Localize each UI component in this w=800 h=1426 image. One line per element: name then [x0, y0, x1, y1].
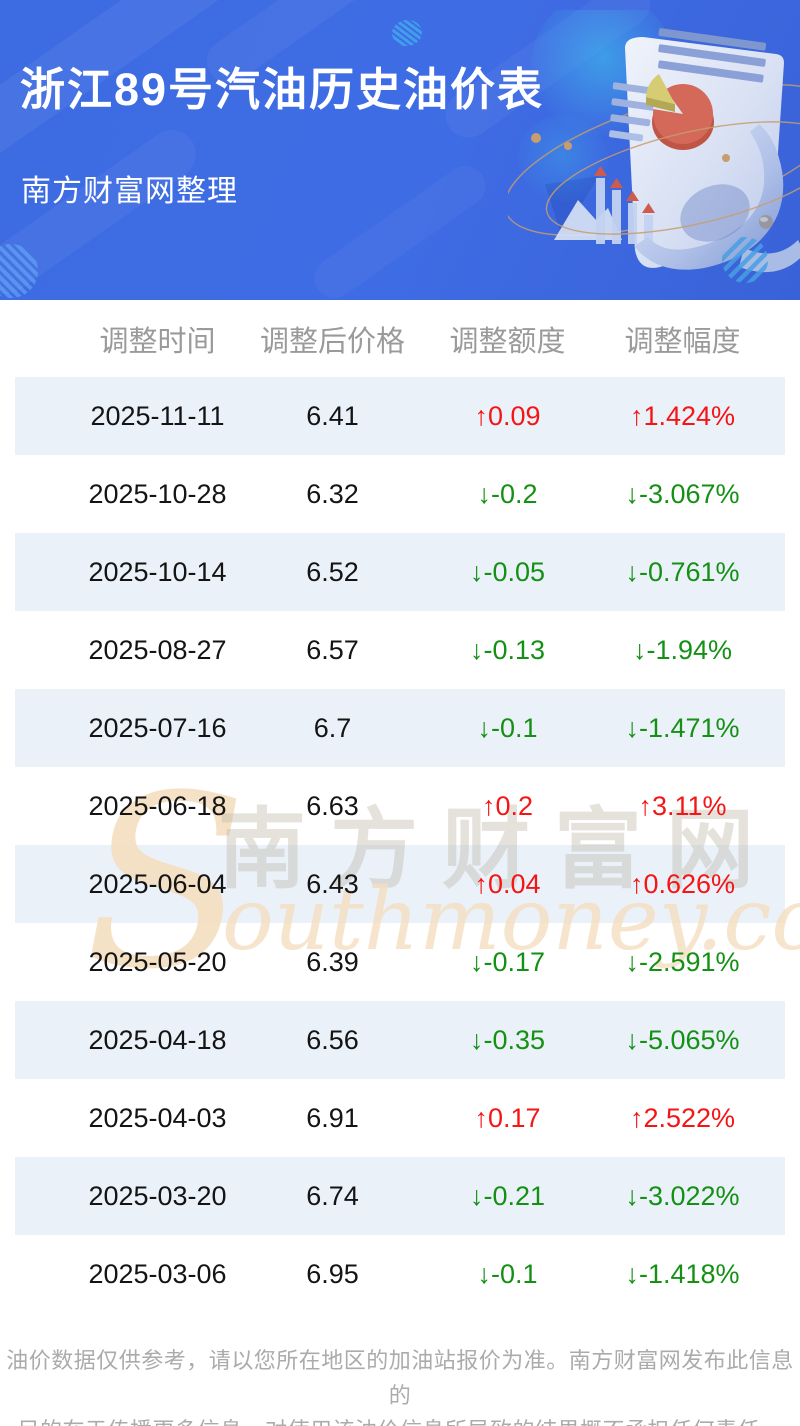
change-cell: ↓-0.17: [469, 946, 546, 977]
percent-cell: ↓-1.94%: [632, 634, 733, 665]
table-header-row: 调整时间 调整后价格 调整额度 调整幅度: [15, 300, 785, 377]
change-cell: ↑0.09: [474, 400, 541, 431]
price-cell: 6.63: [306, 790, 359, 821]
price-cell: 6.56: [306, 1024, 359, 1055]
change-cell: ↓-0.21: [469, 1180, 546, 1211]
change-cell: ↓-0.2: [477, 478, 538, 509]
percent-cell: ↓-2.591%: [625, 946, 740, 977]
price-cell: 6.74: [306, 1180, 359, 1211]
col-header-adjust-amount: 调整额度: [449, 325, 566, 358]
table-row: 2025-07-16 6.7 ↓-0.1 ↓-1.471%: [15, 689, 785, 767]
change-cell: ↑0.04: [474, 868, 541, 899]
date-cell: 2025-11-11: [90, 400, 225, 431]
price-cell: 6.32: [306, 478, 359, 509]
price-cell: 6.43: [306, 868, 359, 899]
decor-streak: [306, 158, 494, 300]
table-row: 2025-05-20 6.39 ↓-0.17 ↓-2.591%: [15, 923, 785, 1001]
disclaimer-line-1: 油价数据仅供参考，请以您所在地区的加油站报价为准。南方财富网发布此信息的: [6, 1348, 794, 1408]
price-cell: 6.95: [306, 1258, 359, 1289]
disclaimer: 油价数据仅供参考，请以您所在地区的加油站报价为准。南方财富网发布此信息的 目的在…: [0, 1343, 800, 1426]
percent-cell: ↓-1.471%: [625, 712, 740, 743]
orbit-lines-front: [545, 121, 800, 235]
date-cell: 2025-10-14: [88, 556, 227, 587]
text-lines: [608, 28, 767, 142]
date-cell: 2025-06-04: [88, 868, 227, 899]
table-row: 2025-04-03 6.91 ↑0.17 ↑2.522%: [15, 1079, 785, 1157]
percent-cell: ↓-3.067%: [625, 478, 740, 509]
date-cell: 2025-03-06: [88, 1258, 227, 1289]
price-cell: 6.39: [306, 946, 359, 977]
report-document-illustration: [508, 10, 800, 293]
price-cell: 6.57: [306, 634, 359, 665]
date-cell: 2025-04-18: [88, 1024, 227, 1055]
percent-cell: ↑3.11%: [638, 790, 727, 821]
price-cell: 6.52: [306, 556, 359, 587]
table-row: 2025-11-11 6.41 ↑0.09 ↑1.424%: [15, 377, 785, 455]
page-title: 浙江89号汽油历史油价表: [20, 64, 545, 115]
table-row: 2025-08-27 6.57 ↓-0.13 ↓-1.94%: [15, 611, 785, 689]
date-cell: 2025-08-27: [88, 634, 227, 665]
date-cell: 2025-04-03: [88, 1102, 227, 1133]
col-header-adjust-percent: 调整幅度: [624, 325, 741, 358]
page-subtitle: 南方财富网整理: [21, 175, 238, 208]
disclaimer-line-2: 目的在于传播更多信息，对使用该油价信息所导致的结果概不承担任何责任。: [0, 1413, 800, 1426]
change-cell: ↓-0.05: [469, 556, 546, 587]
header: 浙江89号汽油历史油价表 南方财富网整理: [0, 0, 800, 300]
percent-cell: ↓-3.022%: [625, 1180, 740, 1211]
percent-cell: ↑0.626%: [629, 868, 736, 899]
percent-cell: ↓-1.418%: [625, 1258, 740, 1289]
change-cell: ↑0.2: [481, 790, 534, 821]
price-cell: 6.41: [306, 400, 359, 431]
percent-cell: ↑2.522%: [629, 1102, 736, 1133]
striped-circle-decor: [390, 18, 424, 48]
date-cell: 2025-07-16: [88, 712, 227, 743]
percent-cell: ↑1.424%: [629, 400, 736, 431]
price-table: 调整时间 调整后价格 调整额度 调整幅度 S 南方财富网 outhmoney.c…: [0, 300, 800, 1313]
change-cell: ↓-0.35: [469, 1024, 546, 1055]
pie-chart-icon: [646, 74, 714, 150]
table-row: 2025-06-18 6.63 ↑0.2 ↑3.11%: [15, 767, 785, 845]
date-cell: 2025-10-28: [88, 478, 227, 509]
document-icon: [554, 28, 800, 273]
table-body: S 南方财富网 outhmoney.com 2025-11-116.41↑0.0…: [0, 377, 800, 1313]
table-row: 2025-04-18 6.56 ↓-0.35 ↓-5.065%: [15, 1001, 785, 1079]
percent-cell: ↓-0.761%: [625, 556, 740, 587]
price-cell: 6.7: [313, 712, 352, 743]
col-header-adjust-time: 调整时间: [99, 325, 216, 358]
table-row: 2025-10-28 6.32 ↓-0.2 ↓-3.067%: [15, 455, 785, 533]
change-cell: ↓-0.1: [477, 1258, 538, 1289]
table-row: 2025-03-20 6.74 ↓-0.21 ↓-3.022%: [15, 1157, 785, 1235]
date-cell: 2025-06-18: [88, 790, 227, 821]
price-cell: 6.91: [306, 1102, 359, 1133]
table-row: 2025-10-14 6.52 ↓-0.05 ↓-0.761%: [15, 533, 785, 611]
date-cell: 2025-05-20: [88, 946, 227, 977]
table-row: 2025-06-04 6.43 ↑0.04 ↑0.626%: [15, 845, 785, 923]
table-row: 2025-03-06 6.95 ↓-0.1 ↓-1.418%: [15, 1235, 785, 1313]
date-cell: 2025-03-20: [88, 1180, 227, 1211]
change-cell: ↓-0.13: [469, 634, 546, 665]
change-cell: ↑0.17: [474, 1102, 541, 1133]
col-header-adjusted-price: 调整后价格: [259, 325, 405, 358]
percent-cell: ↓-5.065%: [625, 1024, 740, 1055]
glow-blob: [518, 115, 608, 205]
change-cell: ↓-0.1: [477, 712, 538, 743]
